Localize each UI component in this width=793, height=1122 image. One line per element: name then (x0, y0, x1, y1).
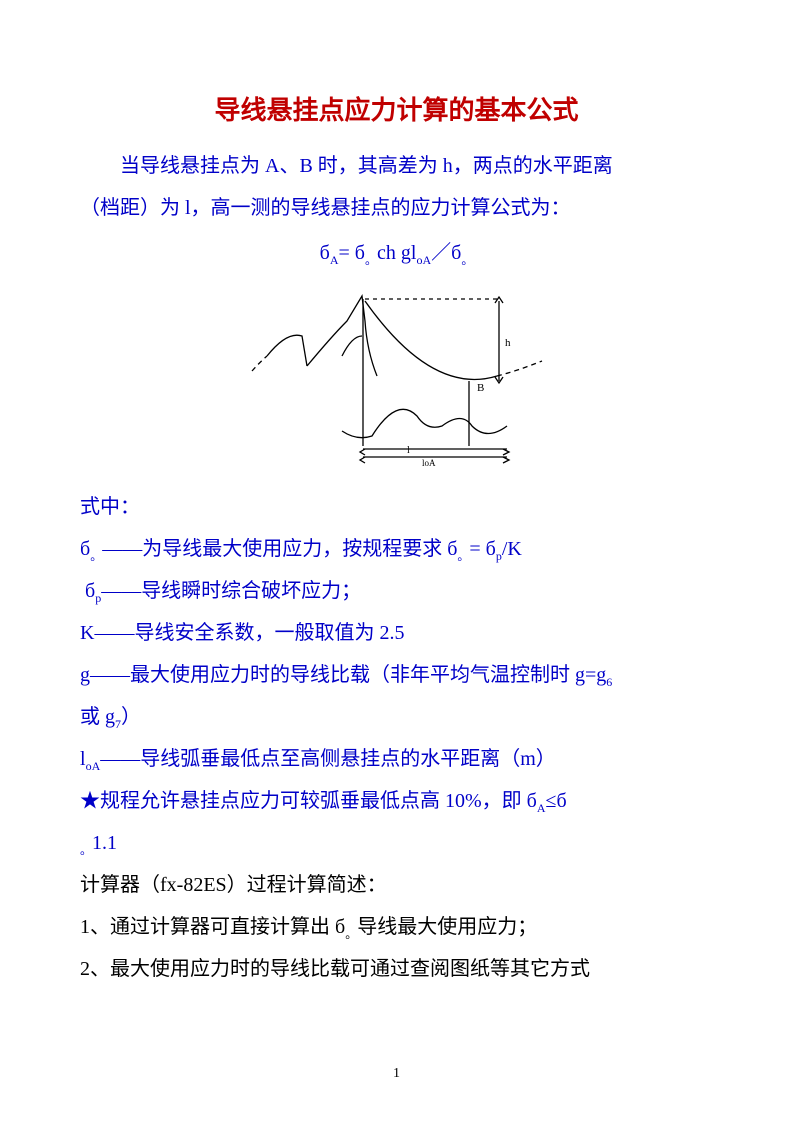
def1-sub2: 。 (457, 549, 469, 563)
def4-text: g——最大使用应力时的导线比载（非年平均气温控制时 g=g (80, 664, 606, 686)
rule-sub-a: A (537, 801, 546, 815)
calc1-sub: 。 (345, 927, 357, 941)
def5-sub: oA (86, 759, 101, 773)
def1-text: ——为导线最大使用应力，按规程要求 б (102, 538, 457, 560)
rule-line-2: 。1.1 (80, 822, 713, 864)
def4-sub6: 6 (606, 675, 612, 689)
def-loa: loA——导线弧垂最低点至高侧悬挂点的水平距离（m） (80, 738, 713, 780)
formula-ch: ch gl (377, 242, 416, 264)
formula-div: ／б (431, 242, 461, 264)
def-g-1: g——最大使用应力时的导线比载（非年平均气温控制时 g=g6 (80, 654, 713, 696)
rule-val: 1.1 (92, 832, 117, 854)
svg-text:l: l (407, 445, 410, 456)
svg-text:loA: loA (422, 458, 436, 468)
formula-sub-o1: 。 (365, 253, 377, 267)
def4-or: 或 g (80, 706, 115, 728)
rule-line-1: ★规程允许悬挂点应力可较弧垂最低点高 10%，即 бA≤б (80, 780, 713, 822)
def1-sub1: 。 (90, 549, 102, 563)
def2-sigma: б (85, 580, 95, 602)
svg-text:B: B (477, 382, 484, 394)
formula-sub-oa: oA (416, 253, 431, 267)
formula-sigma-1: б (320, 242, 330, 264)
def1-sigma: б (80, 538, 90, 560)
main-formula: бA= б。ch gloA／б。 (80, 233, 713, 273)
intro-line-1: 当导线悬挂点为 A、B 时，其高差为 h，两点的水平距离 (80, 145, 713, 187)
def-g-2: 或 g7） (80, 696, 713, 738)
diagram-container: h B l loA (80, 281, 713, 476)
page-number: 1 (0, 1066, 793, 1082)
rule-text: ★规程允许悬挂点应力可较弧垂最低点高 10%，即 б (80, 790, 537, 812)
calc-title: 计算器（fx-82ES）过程计算简述： (80, 864, 713, 906)
def5-text: ——导线弧垂最低点至高侧悬挂点的水平距离（m） (100, 748, 556, 770)
formula-sub-o2: 。 (461, 253, 473, 267)
definitions-header: 式中： (80, 486, 713, 528)
def-k: K——导线安全系数，一般取值为 2.5 (80, 612, 713, 654)
def1-k: /K (502, 538, 522, 560)
def-sigma-p: бp——导线瞬时综合破坏应力； (80, 570, 713, 612)
page-title: 导线悬挂点应力计算的基本公式 (80, 90, 713, 127)
rule-le: ≤б (546, 790, 567, 812)
def1-eq: = б (469, 538, 495, 560)
def-sigma-o: б。——为导线最大使用应力，按规程要求 б。= бp/K (80, 528, 713, 570)
formula-sub-a: A (330, 253, 339, 267)
rule-sub-o: 。 (80, 843, 92, 857)
def2-text: ——导线瞬时综合破坏应力； (101, 580, 361, 602)
calc-step-1: 1、通过计算器可直接计算出 б。导线最大使用应力； (80, 906, 713, 948)
def4-close: ） (121, 706, 141, 728)
calc1-a: 1、通过计算器可直接计算出 б (80, 916, 345, 938)
formula-eq: = б (339, 242, 365, 264)
catenary-diagram: h B l loA (247, 281, 547, 471)
calc1-b: 导线最大使用应力； (357, 916, 537, 938)
calc-step-2: 2、最大使用应力时的导线比载可通过查阅图纸等其它方式 (80, 948, 713, 990)
intro-line-2: （档距）为 l，高一测的导线悬挂点的应力计算公式为： (80, 187, 713, 229)
svg-text:h: h (505, 337, 511, 349)
